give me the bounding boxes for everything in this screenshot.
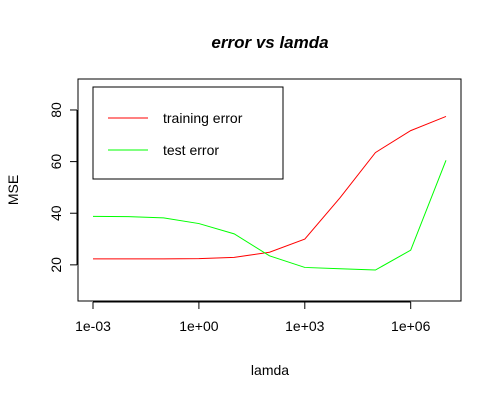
- series-line-test-error: [92, 160, 447, 271]
- chart-title: error vs lamda: [211, 33, 328, 52]
- x-tick-label: 1e+06: [391, 318, 431, 334]
- x-tick-label: 1e-03: [75, 318, 111, 334]
- legend: training error test error: [92, 86, 284, 180]
- legend-box: [92, 86, 284, 180]
- series-line-training-error: [93, 115, 447, 260]
- y-axis-label: MSE: [5, 175, 21, 205]
- x-tick-label: 1e+00: [179, 318, 219, 334]
- y-tick-label: 60: [48, 154, 64, 170]
- y-axis: 20 40 60 80: [48, 102, 78, 273]
- y-tick-label: 40: [48, 205, 64, 221]
- x-axis-label: lamda: [251, 362, 289, 378]
- legend-label-training-error: training error: [163, 110, 243, 126]
- y-tick-label: 20: [48, 257, 64, 273]
- plot-box: [77, 78, 462, 302]
- legend-label-test-error: test error: [163, 142, 219, 158]
- series-layer: [92, 115, 447, 271]
- x-axis: 1e-03 1e+00 1e+03 1e+06: [75, 301, 431, 334]
- x-tick-label: 1e+03: [285, 318, 325, 334]
- y-tick-label: 80: [48, 102, 64, 118]
